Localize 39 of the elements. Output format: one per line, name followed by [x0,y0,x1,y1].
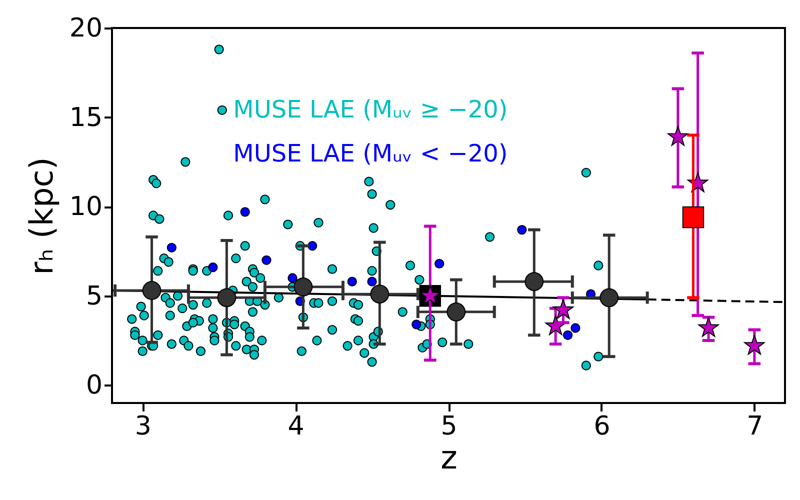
point [517,224,527,235]
x-axis-title: z [440,438,458,476]
point [347,276,357,286]
point [545,315,566,336]
point [166,242,176,252]
point [434,258,444,269]
point [208,262,218,272]
x-tick-label: 6 [594,412,610,442]
point [217,288,236,308]
x-tick-label: 5 [440,412,458,442]
point [524,272,544,291]
x-tick-label: 3 [134,412,152,442]
point [288,273,298,283]
point [562,330,573,340]
point [308,241,318,251]
y-tick-label: 20 [69,14,102,44]
y-axis-title: rₕ (kpc) [22,157,60,275]
point [570,323,580,333]
point [446,302,466,322]
point [552,299,574,320]
point [294,278,313,296]
y-tick-label: 0 [86,370,102,401]
y-tick-label: 5 [86,281,102,312]
point [142,281,162,300]
point [240,207,250,217]
point [682,206,704,228]
point [262,255,272,265]
point [367,276,377,286]
x-tick-label: 4 [288,412,304,442]
x-tick-label: 7 [746,412,764,442]
series-label: MUSE LAE (Mᵤᵥ ≥ −20) [233,96,508,124]
y-tick-label: 10 [69,192,102,222]
point [744,334,765,355]
point [412,320,422,330]
y-tick-label: 15 [69,102,102,133]
point [370,284,390,304]
point [600,288,619,308]
point [668,126,688,146]
series-label: MUSE LAE (Mᵤᵥ < −20) [233,140,508,168]
